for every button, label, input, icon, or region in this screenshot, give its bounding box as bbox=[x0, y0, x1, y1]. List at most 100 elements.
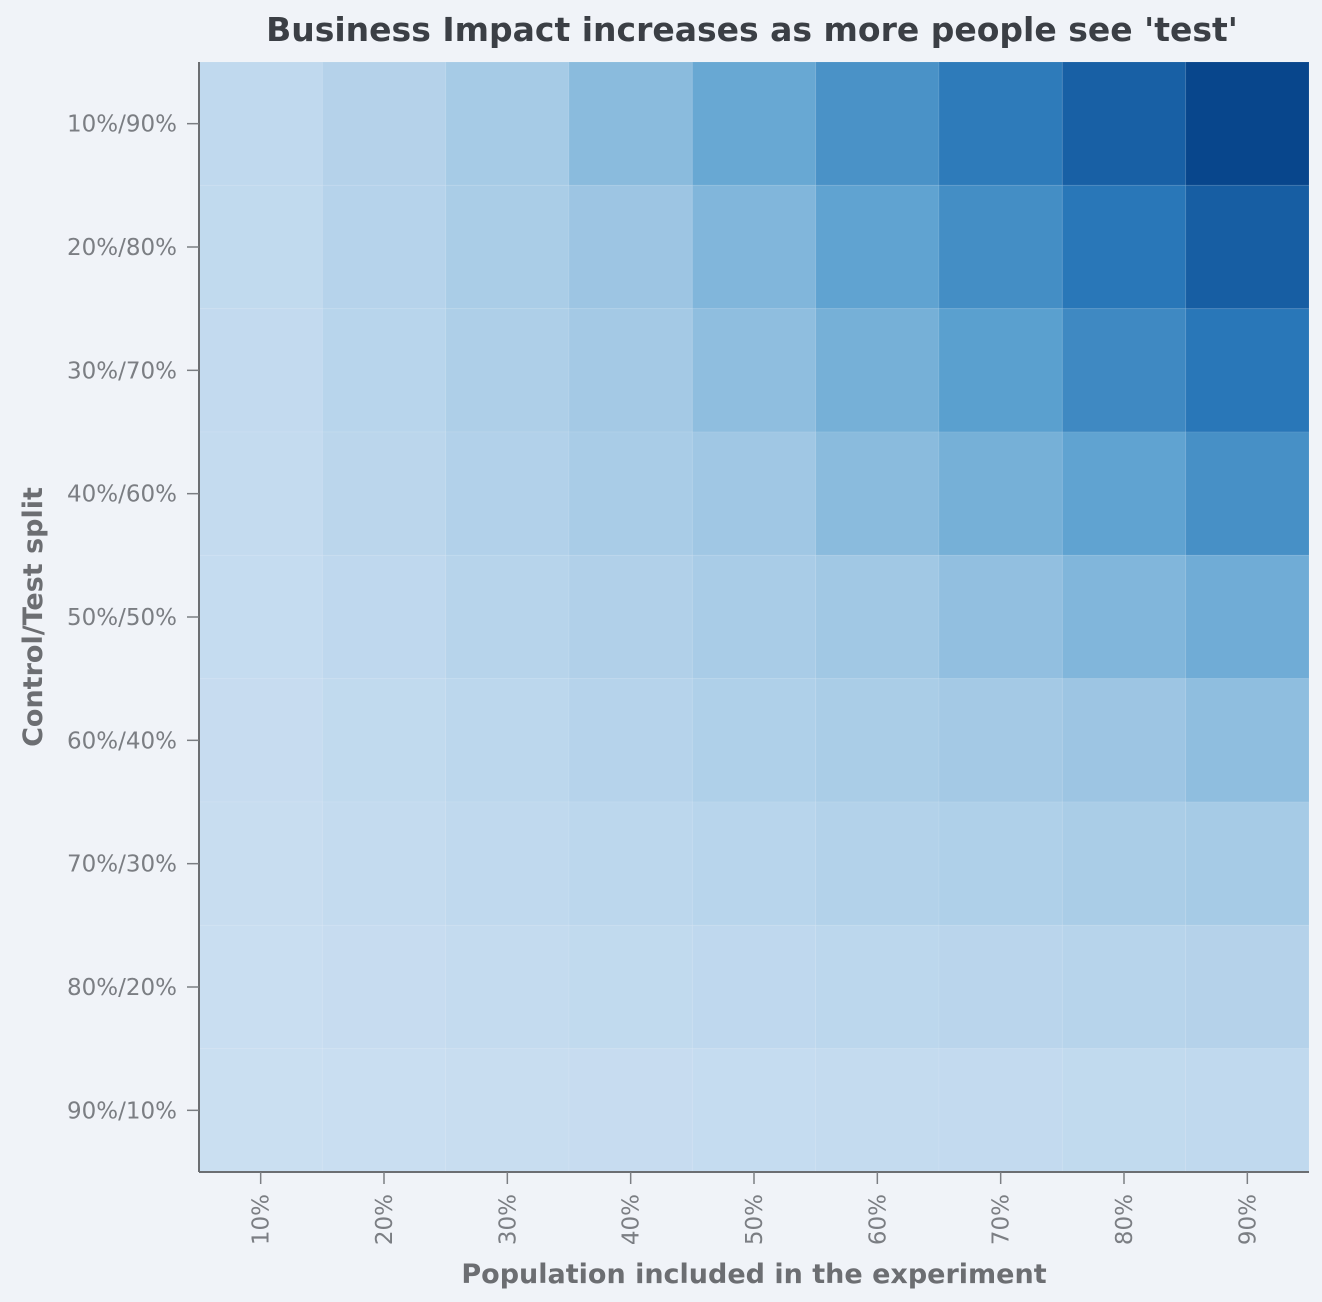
heatmap-cell-r2-c1 bbox=[198, 184, 323, 310]
heatmap-cell-r1-c1 bbox=[198, 61, 323, 186]
heatmap-cell-r5-c6 bbox=[815, 554, 940, 680]
y-tick-label: 50%/50% bbox=[67, 605, 177, 631]
heatmap-cell-r6-c7 bbox=[938, 678, 1063, 803]
heatmap-cell-r7-c1 bbox=[198, 801, 323, 926]
heatmap-cell-r6-c4 bbox=[568, 678, 693, 803]
heatmap-cell-r9-c1 bbox=[198, 1048, 323, 1173]
heatmap-cell-r4-c5 bbox=[691, 431, 817, 556]
x-axis-title: Population included in the experiment bbox=[461, 1259, 1046, 1290]
y-axis-ticks: 10%/90% 20%/80% 30%/70% 40%/60% 50%/50% 60%/4… bbox=[67, 112, 199, 1124]
heatmap-cell-r7-c7 bbox=[938, 801, 1063, 926]
heatmap-cell-r5-c5 bbox=[691, 554, 817, 680]
heatmap-cell-r6-c6 bbox=[815, 678, 940, 803]
heatmap-cell-r6-c2 bbox=[321, 678, 447, 803]
heatmap-cell-r1-c9 bbox=[1185, 61, 1310, 186]
heatmap-cell-r9-c9 bbox=[1185, 1048, 1310, 1173]
heatmap-cell-r6-c5 bbox=[691, 678, 817, 803]
heatmap-cell-r3-c3 bbox=[445, 308, 570, 433]
heatmap-cell-r5-c1 bbox=[198, 554, 323, 680]
heatmap-cell-r4-c7 bbox=[938, 431, 1063, 556]
x-tick-label: 20% bbox=[372, 1194, 398, 1245]
heatmap-cell-r5-c8 bbox=[1061, 554, 1187, 680]
x-tick-label: 50% bbox=[742, 1194, 768, 1245]
heatmap-cell-r1-c7 bbox=[938, 61, 1063, 186]
heatmap-cell-r7-c2 bbox=[321, 801, 447, 926]
heatmap-cell-r6-c9 bbox=[1185, 678, 1310, 803]
x-tick-label: 60% bbox=[865, 1194, 891, 1245]
heatmap-cell-r2-c8 bbox=[1061, 184, 1187, 310]
y-tick-label: 40%/60% bbox=[67, 482, 177, 508]
heatmap-cell-r8-c1 bbox=[198, 924, 323, 1050]
heatmap-cell-r8-c3 bbox=[445, 924, 570, 1050]
heatmap-cell-r9-c4 bbox=[568, 1048, 693, 1173]
heatmap-cell-r4-c4 bbox=[568, 431, 693, 556]
heatmap-cell-r7-c6 bbox=[815, 801, 940, 926]
heatmap-cell-r8-c2 bbox=[321, 924, 447, 1050]
heatmap-cell-r1-c5 bbox=[691, 61, 817, 186]
x-axis-ticks: 10% 20% 30% 40% 50% 60% 70% 80% 90% bbox=[249, 1172, 1261, 1245]
x-tick-label: 70% bbox=[989, 1194, 1015, 1245]
heatmap-cell-r1-c8 bbox=[1061, 61, 1187, 186]
heatmap-cell-r5-c2 bbox=[321, 554, 447, 680]
x-tick-label: 40% bbox=[619, 1194, 645, 1245]
heatmap-cell-r4-c2 bbox=[321, 431, 447, 556]
heatmap-cell-r3-c8 bbox=[1061, 308, 1187, 433]
heatmap-cell-r8-c9 bbox=[1185, 924, 1310, 1050]
heatmap-cell-r2-c4 bbox=[568, 184, 693, 310]
heatmap-cell-r1-c6 bbox=[815, 61, 940, 186]
y-tick-label: 30%/70% bbox=[67, 358, 177, 384]
chart-title: Business Impact increases as more people… bbox=[266, 10, 1238, 49]
heatmap-cell-r9-c5 bbox=[691, 1048, 817, 1173]
heatmap-cell-r3-c5 bbox=[691, 308, 817, 433]
y-tick-label: 80%/20% bbox=[67, 975, 177, 1001]
heatmap-cell-r5-c4 bbox=[568, 554, 693, 680]
heatmap-cell-r9-c6 bbox=[815, 1048, 940, 1173]
heatmap-cell-r9-c8 bbox=[1061, 1048, 1187, 1173]
y-axis-title: Control/Test split bbox=[18, 487, 49, 747]
heatmap-cell-r5-c3 bbox=[445, 554, 570, 680]
heatmap-cell-r6-c8 bbox=[1061, 678, 1187, 803]
heatmap-cell-r1-c3 bbox=[445, 61, 570, 186]
heatmap-cell-r9-c3 bbox=[445, 1048, 570, 1173]
heatmap-cell-r3-c9 bbox=[1185, 308, 1310, 433]
heatmap-cell-r9-c7 bbox=[938, 1048, 1063, 1173]
heatmap-cell-r6-c1 bbox=[198, 678, 323, 803]
heatmap-cell-r3-c6 bbox=[815, 308, 940, 433]
heatmap-cell-r2-c3 bbox=[445, 184, 570, 310]
heatmap-cells bbox=[198, 61, 1310, 1173]
heatmap-cell-r2-c2 bbox=[321, 184, 447, 310]
y-tick-label: 90%/10% bbox=[67, 1098, 177, 1124]
heatmap-cell-r9-c2 bbox=[321, 1048, 447, 1173]
y-tick-label: 70%/30% bbox=[67, 852, 177, 878]
heatmap-cell-r4-c9 bbox=[1185, 431, 1310, 556]
heatmap-cell-r6-c3 bbox=[445, 678, 570, 803]
heatmap-cell-r5-c9 bbox=[1185, 554, 1310, 680]
heatmap-cell-r1-c2 bbox=[321, 61, 447, 186]
heatmap-cell-r8-c8 bbox=[1061, 924, 1187, 1050]
heatmap-cell-r5-c7 bbox=[938, 554, 1063, 680]
heatmap-cell-r3-c4 bbox=[568, 308, 693, 433]
heatmap-cell-r3-c2 bbox=[321, 308, 447, 433]
x-tick-label: 90% bbox=[1235, 1194, 1261, 1245]
heatmap-cell-r4-c8 bbox=[1061, 431, 1187, 556]
heatmap-cell-r3-c7 bbox=[938, 308, 1063, 433]
heatmap-cell-r8-c4 bbox=[568, 924, 693, 1050]
heatmap-cell-r4-c1 bbox=[198, 431, 323, 556]
heatmap-cell-r7-c3 bbox=[445, 801, 570, 926]
y-tick-label: 10%/90% bbox=[67, 112, 177, 138]
heatmap-cell-r4-c3 bbox=[445, 431, 570, 556]
heatmap-cell-r2-c6 bbox=[815, 184, 940, 310]
heatmap-cell-r7-c4 bbox=[568, 801, 693, 926]
heatmap-cell-r8-c7 bbox=[938, 924, 1063, 1050]
heatmap-cell-r7-c9 bbox=[1185, 801, 1310, 926]
heatmap-cell-r2-c9 bbox=[1185, 184, 1310, 310]
heatmap-cell-r7-c5 bbox=[691, 801, 817, 926]
heatmap-cell-r8-c6 bbox=[815, 924, 940, 1050]
heatmap-cell-r8-c5 bbox=[691, 924, 817, 1050]
heatmap-cell-r4-c6 bbox=[815, 431, 940, 556]
heatmap-cell-r1-c4 bbox=[568, 61, 693, 186]
x-tick-label: 10% bbox=[249, 1194, 275, 1245]
y-tick-label: 20%/80% bbox=[67, 235, 177, 261]
